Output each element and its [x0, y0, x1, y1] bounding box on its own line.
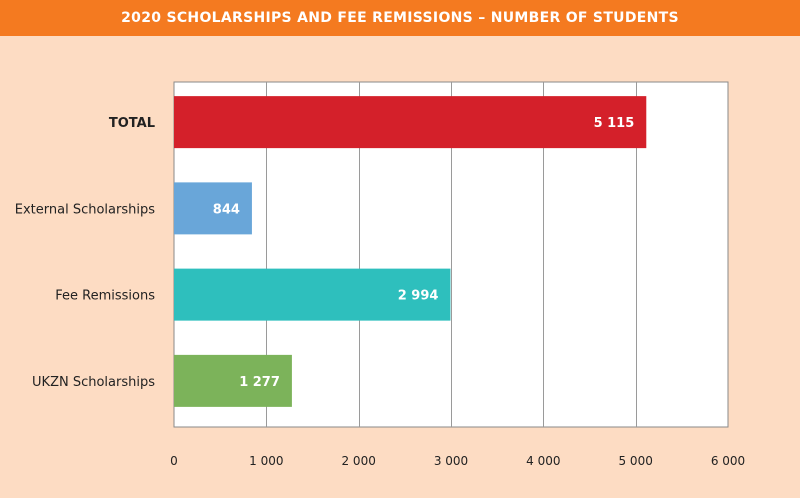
x-tick-label: 2 000	[341, 454, 375, 468]
x-tick-label: 1 000	[249, 454, 283, 468]
category-labels: TOTAL External Scholarships Fee Remissions…	[15, 116, 155, 390]
category-label: TOTAL	[109, 116, 155, 131]
x-tick-label: 0	[170, 454, 178, 468]
category-label: UKZN Scholarships	[32, 375, 155, 390]
x-tick-label: 3 000	[434, 454, 468, 468]
x-axis-ticks: 0 1 000 2 000 3 000 4 000 5 000 6 000	[170, 454, 745, 468]
x-tick-label: 5 000	[618, 454, 652, 468]
data-label: 844	[213, 202, 240, 217]
data-label: 1 277	[239, 375, 280, 390]
data-label: 2 994	[398, 289, 439, 304]
bar	[174, 96, 647, 149]
bar	[174, 354, 292, 407]
title-bar: 2020 SCHOLARSHIPS AND FEE REMISSIONS – N…	[0, 0, 800, 36]
chart-title: 2020 SCHOLARSHIPS AND FEE REMISSIONS – N…	[121, 10, 679, 26]
category-label: Fee Remissions	[55, 289, 155, 304]
bar	[174, 268, 451, 321]
x-tick-label: 6 000	[711, 454, 745, 468]
bar	[174, 182, 252, 235]
bars: 5 115 844 2 994 1 277	[174, 96, 647, 407]
category-label: External Scholarships	[15, 202, 155, 217]
bar-chart: 5 115 844 2 994 1 277 TOTAL External Scholar…	[15, 81, 745, 468]
data-label: 5 115	[594, 116, 635, 131]
x-tick-label: 4 000	[526, 454, 560, 468]
